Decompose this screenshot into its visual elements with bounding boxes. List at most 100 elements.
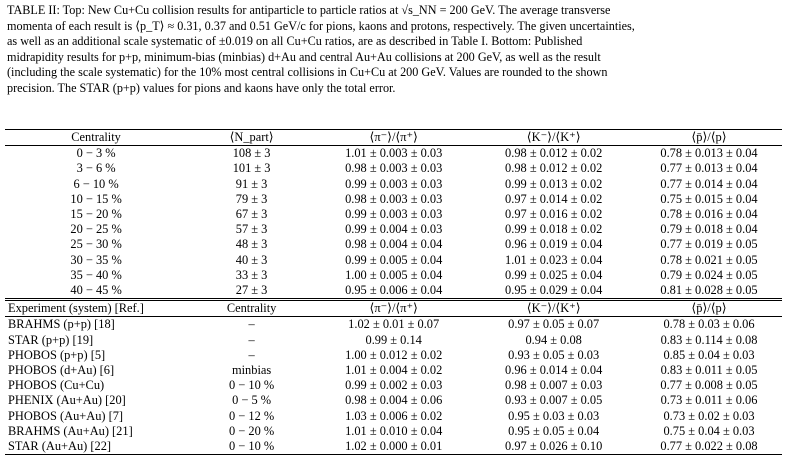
cell-kaon-ratio: 0.97 ± 0.05 ± 0.07 (471, 316, 637, 333)
table-row: BRAHMS (p+p) [18] –1.02 ± 0.01 ± 0.07 0.97… (5, 316, 782, 333)
cell-kaon-ratio: 0.99 ± 0.018 ± 0.02 (505, 222, 603, 237)
cell-proton-ratio: 0.83 ± 0.114 ± 0.08 (660, 332, 758, 347)
table-row: BRAHMS (Au+Au) [21] 0 − 20 % 1.01 ± 0.010 … (5, 424, 782, 439)
cell-proton-ratio: 0.85 ± 0.04 ± 0.03 (663, 347, 755, 362)
cell-label: PHOBOS (Au+Au) [7] (8, 408, 124, 423)
cell-kaon-ratio: 0.93 ± 0.05 ± 0.03 (508, 347, 600, 362)
cell-proton-ratio: 0.75 ± 0.015 ± 0.04 (660, 191, 758, 206)
caption-line: (including the scale systematic) for the… (7, 65, 608, 80)
cell-kaon-ratio: 1.01 ± 0.023 ± 0.04 (505, 252, 603, 267)
cell-second: 40 ± 3 (235, 252, 268, 267)
cell-pion-ratio: 0.99 ± 0.004 ± 0.03 (345, 222, 443, 237)
cell-label: PHENIX (Au+Au) [20] (8, 393, 126, 408)
table-row: 35 − 40 % 33 ± 3 1.00 ± 0.005 ± 0.04 0.99 ±… (5, 268, 782, 283)
header-proton-ratio: ⟨p̄⟩/⟨p⟩ (636, 128, 782, 146)
caption-line: precision. The STAR (p+p) values for pio… (7, 80, 396, 95)
cell-proton-ratio: 0.83 ± 0.011 ± 0.05 (660, 363, 758, 378)
cell-second: 91 ± 3 (235, 176, 268, 191)
header-kaon-ratio: ⟨K⁻⟩/⟨K⁺⟩ (471, 298, 637, 317)
cell-kaon-ratio: 0.95 ± 0.03 ± 0.03 (508, 408, 600, 423)
cell-pion-ratio: 1.01 ± 0.010 ± 0.04 (345, 423, 443, 438)
cell-kaon-ratio: 0.97 ± 0.016 ± 0.02 (505, 207, 603, 222)
header-kaon-ratio: ⟨K⁻⟩/⟨K⁺⟩ (471, 128, 637, 146)
cell-label: 30 − 35 % (70, 252, 122, 267)
cell-second: – (248, 332, 255, 347)
bottom-table-header: Experiment (system) [Ref.] Centrality ⟨π… (5, 298, 782, 317)
cell-kaon-ratio: 0.93 ± 0.007 ± 0.05 (505, 393, 603, 408)
cell-kaon-ratio: 0.95 ± 0.029 ± 0.04 (505, 283, 603, 298)
cell-proton-ratio: 0.73 ± 0.02 ± 0.03 (663, 408, 755, 423)
bottom-table-header-row: Experiment (system) [Ref.] Centrality ⟨π… (5, 298, 782, 317)
cell-second: minbias (231, 363, 272, 378)
cell-kaon-ratio: 0.99 ± 0.025 ± 0.04 (505, 267, 603, 282)
table-row: STAR (p+p) [19] – 0.99 ± 0.14 0.94 ± 0.08 0.… (5, 333, 782, 348)
header-centrality: Centrality (187, 298, 317, 317)
table-row: 30 − 35 % 40 ± 3 0.99 ± 0.005 ± 0.04 1.01 ±… (5, 253, 782, 268)
cell-pion-ratio: 1.02 ± 0.000 ± 0.01 (316, 439, 472, 456)
cell-label: STAR (Au+Au) [22] (5, 439, 188, 456)
table-row: PHOBOS (d+Au) [6] minbias 1.01 ± 0.004 ± 0… (5, 363, 782, 378)
caption-line: TABLE II: Top: New Cu+Cu collision resul… (7, 3, 611, 17)
cell-label: 15 − 20 % (70, 207, 122, 222)
cell-proton-ratio: 0.77 ± 0.014 ± 0.04 (660, 176, 758, 191)
cell-pion-ratio: 0.98 ± 0.004 ± 0.06 (345, 393, 443, 408)
table-row: 0 − 3 % 108 ± 3 1.01 ± 0.003 ± 0.03 0.98 ± … (5, 145, 782, 162)
cell-label: 20 − 25 % (70, 222, 122, 237)
cell-proton-ratio: 0.75 ± 0.04 ± 0.03 (663, 423, 755, 438)
cell-proton-ratio: 0.78 ± 0.021 ± 0.05 (660, 252, 758, 267)
cell-pion-ratio: 1.03 ± 0.006 ± 0.02 (345, 408, 443, 423)
caption-line: as well as an additional scale systemati… (7, 34, 583, 49)
cell-pion-ratio: 1.00 ± 0.012 ± 0.02 (345, 347, 443, 362)
cell-label: PHOBOS (Cu+Cu) (8, 378, 105, 393)
cell-kaon-ratio: 0.94 ± 0.08 (525, 332, 582, 347)
cell-second: 0 − 10 % (229, 378, 275, 393)
cell-kaon-ratio: 0.97 ± 0.014 ± 0.02 (505, 191, 603, 206)
cell-proton-ratio: 0.77 ± 0.013 ± 0.04 (660, 161, 758, 176)
cell-kaon-ratio: 0.97 ± 0.026 ± 0.10 (471, 439, 637, 456)
cell-pion-ratio: 0.98 ± 0.004 ± 0.04 (345, 237, 443, 252)
cell-label: 35 − 40 % (70, 267, 122, 282)
cell-label: PHOBOS (p+p) [5] (8, 347, 106, 362)
table-row: PHOBOS (Cu+Cu) 0 − 10 % 0.99 ± 0.002 ± 0.0… (5, 378, 782, 393)
cell-second: 57 ± 3 (235, 222, 268, 237)
cell-kaon-ratio: 0.98 ± 0.012 ± 0.02 (471, 145, 637, 162)
caption-line: momenta of each result is ⟨p_T⟩ ≈ 0.31, … (7, 18, 635, 33)
cell-label: 40 − 45 % (70, 283, 122, 298)
cell-kaon-ratio: 0.98 ± 0.007 ± 0.03 (505, 378, 603, 393)
cell-second: 79 ± 3 (235, 191, 268, 206)
cell-proton-ratio: 0.79 ± 0.018 ± 0.04 (660, 222, 758, 237)
top-table-body: 0 − 3 % 108 ± 3 1.01 ± 0.003 ± 0.03 0.98 ± … (5, 145, 782, 300)
cell-pion-ratio: 1.01 ± 0.004 ± 0.02 (345, 363, 443, 378)
cell-second: 108 ± 3 (187, 145, 317, 162)
cell-label: STAR (p+p) [19] (8, 332, 94, 347)
header-experiment: Experiment (system) [Ref.] (5, 298, 188, 317)
cell-proton-ratio: 0.73 ± 0.011 ± 0.06 (660, 393, 758, 408)
cell-label: 6 − 10 % (73, 176, 119, 191)
cell-pion-ratio: 1.01 ± 0.003 ± 0.03 (316, 145, 472, 162)
cell-pion-ratio: 0.99 ± 0.14 (365, 332, 422, 347)
table-row: 20 − 25 % 57 ± 3 0.99 ± 0.004 ± 0.03 0.99 ±… (5, 222, 782, 237)
cell-label: 0 − 3 % (5, 145, 188, 162)
header-pion-ratio: ⟨π⁻⟩/⟨π⁺⟩ (316, 128, 472, 146)
cell-proton-ratio: 0.78 ± 0.013 ± 0.04 (636, 145, 782, 162)
cell-pion-ratio: 0.99 ± 0.005 ± 0.04 (345, 252, 443, 267)
cell-pion-ratio: 0.99 ± 0.002 ± 0.03 (345, 378, 443, 393)
cell-second: 0 − 5 % (232, 393, 272, 408)
cell-label: PHOBOS (d+Au) [6] (8, 363, 115, 378)
cell-kaon-ratio: 0.99 ± 0.013 ± 0.02 (505, 176, 603, 191)
cell-proton-ratio: 0.78 ± 0.016 ± 0.04 (660, 207, 758, 222)
cell-kaon-ratio: 0.98 ± 0.012 ± 0.02 (505, 161, 603, 176)
cell-kaon-ratio: 0.95 ± 0.05 ± 0.04 (508, 423, 600, 438)
table-caption: TABLE II: Top: New Cu+Cu collision resul… (7, 3, 781, 97)
table-row: STAR (Au+Au) [22] 0 − 10 % 1.02 ± 0.000 ± … (5, 439, 782, 456)
cell-pion-ratio: 0.95 ± 0.006 ± 0.04 (345, 283, 443, 298)
cell-label: BRAHMS (p+p) [18] (5, 316, 188, 333)
cell-proton-ratio: 0.79 ± 0.024 ± 0.05 (660, 267, 758, 282)
cell-second: 0 − 12 % (229, 408, 275, 423)
table-row: PHOBOS (p+p) [5] – 1.00 ± 0.012 ± 0.02 0.93… (5, 348, 782, 363)
header-npart: ⟨N_part⟩ (187, 128, 317, 146)
cell-second: 0 − 20 % (229, 423, 275, 438)
header-centrality: Centrality (5, 128, 188, 146)
cell-pion-ratio: 0.98 ± 0.003 ± 0.03 (345, 161, 443, 176)
